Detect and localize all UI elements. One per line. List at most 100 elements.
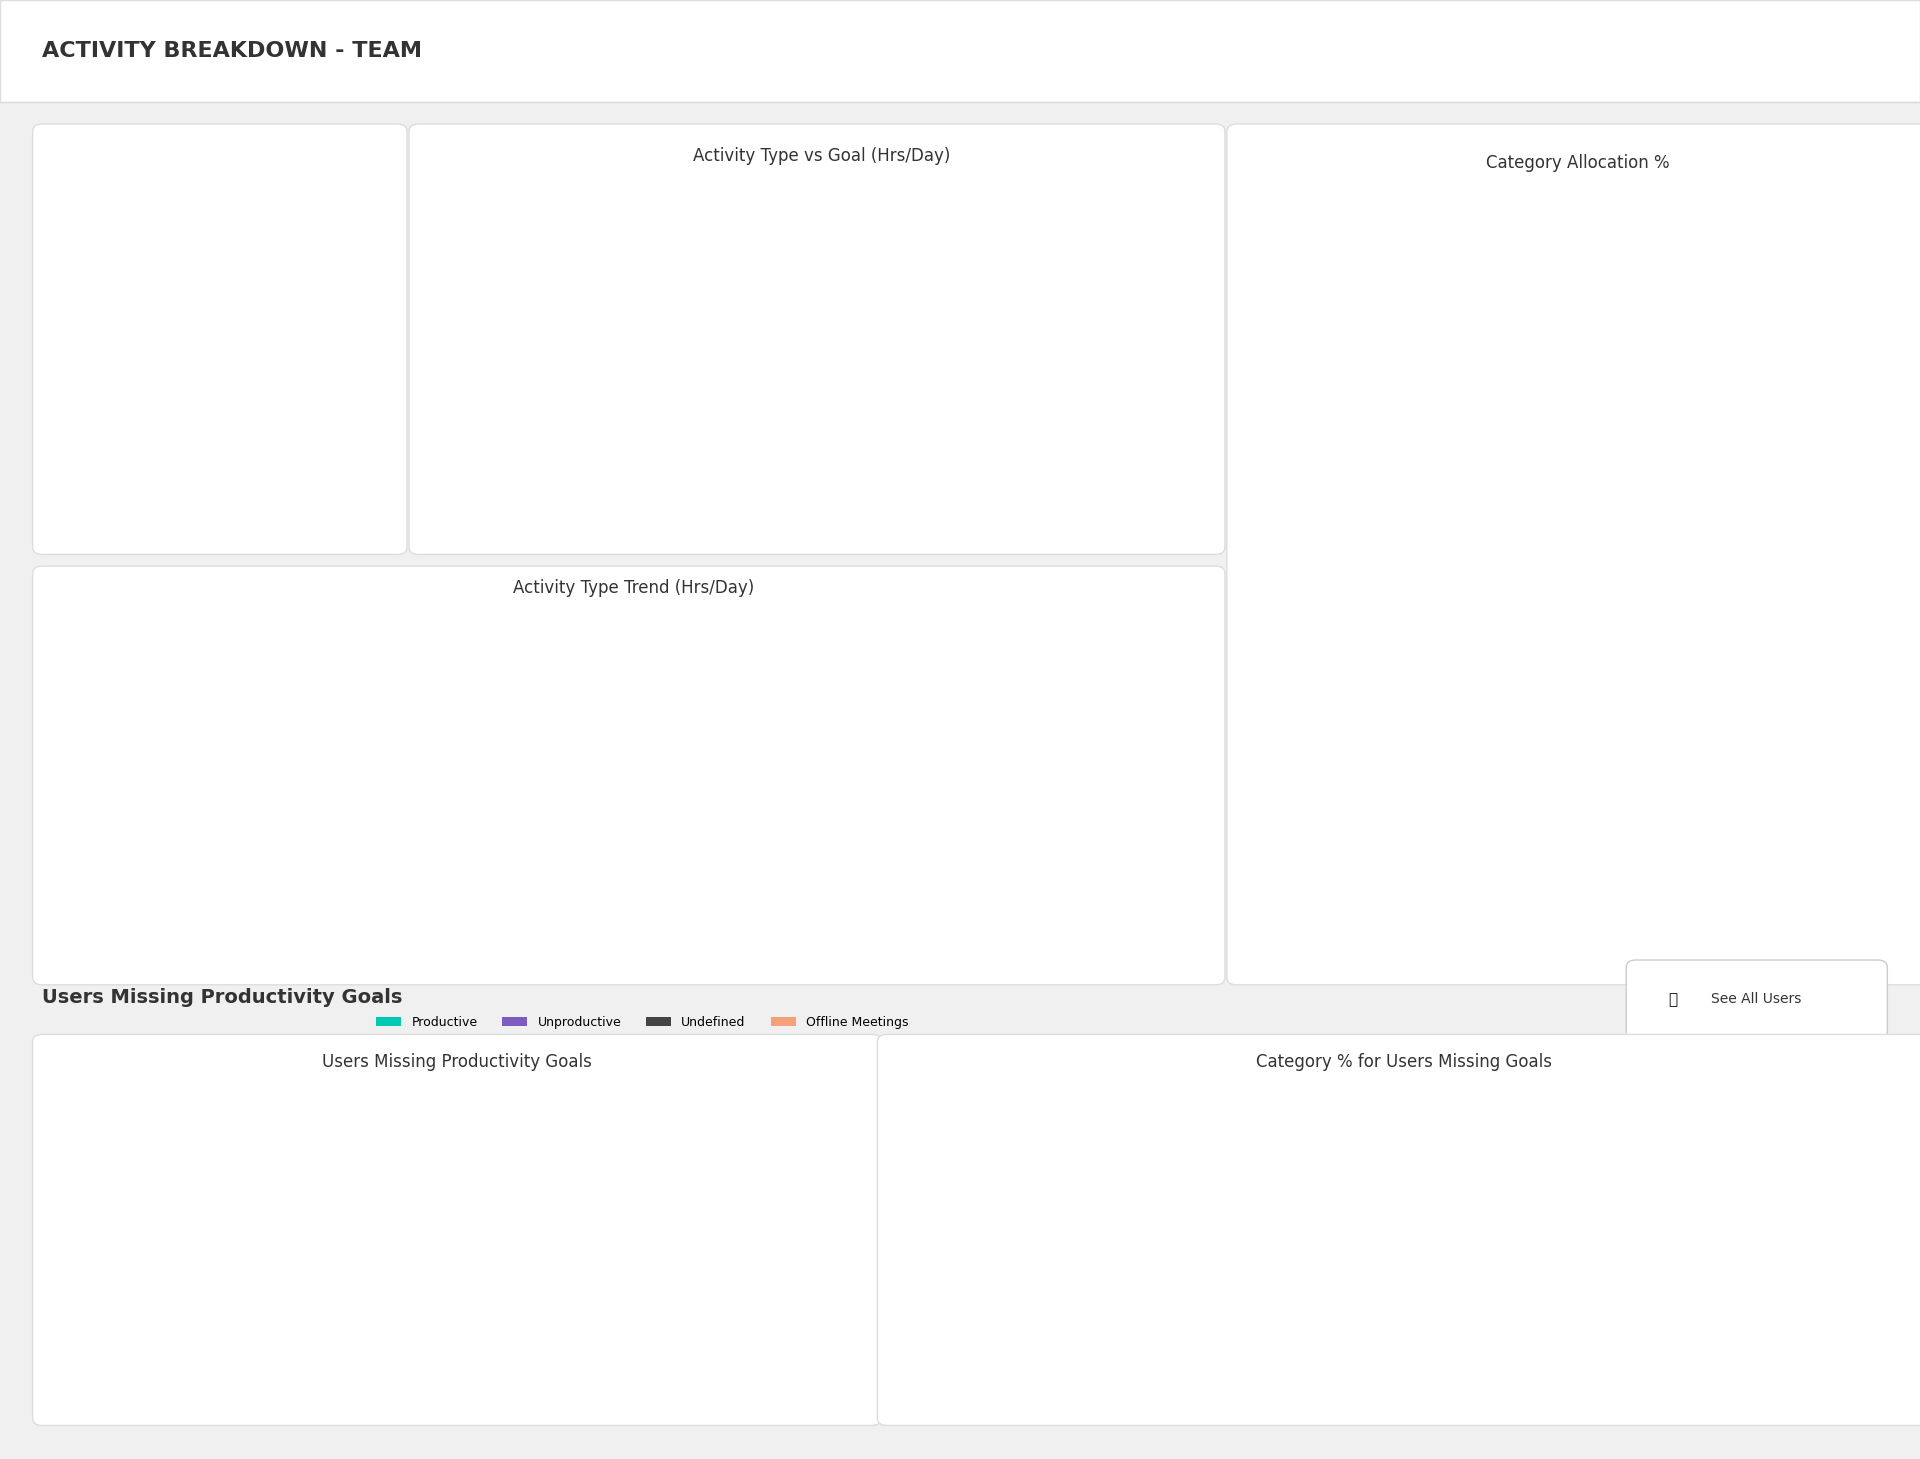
Text: Productive Hrs/Day: Productive Hrs/Day: [132, 372, 307, 390]
Text: 4.1%: 4.1%: [1515, 1118, 1544, 1126]
Text: 6.9: 6.9: [1062, 821, 1089, 836]
Text: 41.2%: 41.2%: [1179, 1231, 1215, 1242]
Text: 0.1: 0.1: [728, 1281, 751, 1296]
Bar: [1505, 1164, 1659, 1193]
Text: Category % for Users Missing Goals: Category % for Users Missing Goals: [1256, 1053, 1551, 1071]
Bar: [1018, 1107, 1309, 1137]
Bar: [1187, 1280, 1380, 1309]
Bar: [150, 709, 269, 724]
Text: 👥: 👥: [1668, 992, 1678, 1007]
Text: 7.5: 7.5: [1129, 337, 1164, 356]
Bar: [1018, 1280, 1031, 1309]
Text: 22.1%: 22.1%: [1265, 1288, 1302, 1299]
Text: -1.4: -1.4: [616, 1208, 647, 1223]
Text: 17.8%: 17.8%: [1091, 1288, 1127, 1299]
Bar: [367, 708, 486, 731]
Text: 0.5: 0.5: [632, 699, 653, 713]
Bar: [582, 734, 703, 926]
Bar: [799, 731, 918, 926]
Text: 57.9%: 57.9%: [1252, 1347, 1288, 1355]
Bar: [1565, 1280, 1647, 1309]
Text: Activity Type Trend (Hrs/Day): Activity Type Trend (Hrs/Day): [513, 579, 755, 597]
Circle shape: [1816, 9, 1901, 88]
Text: ▲: ▲: [142, 490, 156, 505]
Bar: [1380, 1280, 1565, 1309]
Wedge shape: [1373, 639, 1699, 811]
Bar: [1826, 1221, 1891, 1252]
Text: 0.1: 0.1: [1066, 709, 1087, 724]
Text: 0.5: 0.5: [184, 490, 211, 505]
Text: 5.2: 5.2: [445, 1281, 467, 1294]
Text: -1.0: -1.0: [616, 1281, 647, 1296]
Text: Meeting
Software -
10.6 %: Meeting Software - 10.6 %: [1283, 667, 1334, 700]
Bar: [1716, 1221, 1759, 1252]
Text: 19.4%: 19.4%: [1788, 1174, 1824, 1185]
Text: 9.9%: 9.9%: [1455, 1118, 1482, 1126]
Bar: [1018, 1221, 1377, 1252]
Bar: [1018, 1336, 1523, 1366]
Text: 6.2: 6.2: [520, 1281, 543, 1296]
Text: Productive
Hrs/Day vs. Goal: Productive Hrs/Day vs. Goal: [616, 1115, 705, 1137]
Bar: [1563, 1107, 1891, 1137]
Text: Chat & Messaging - 22.5%: Chat & Messaging - 22.5%: [1530, 786, 1668, 797]
Bar: [1523, 1336, 1649, 1366]
Bar: [1548, 1107, 1563, 1137]
Text: 4.7%: 4.7%: [1724, 1231, 1753, 1242]
Text: 4.6: 4.6: [422, 1208, 444, 1221]
Bar: [1695, 1336, 1741, 1366]
Bar: [1309, 1107, 1425, 1137]
Bar: [1741, 1336, 1882, 1366]
Text: 6.8: 6.8: [413, 823, 440, 837]
Text: -0.8: -0.8: [616, 1354, 647, 1369]
Wedge shape: [1645, 613, 1814, 782]
Text: 14.3%: 14.3%: [1569, 1347, 1603, 1355]
Text: 6.9: 6.9: [144, 214, 296, 298]
Text: 0.1: 0.1: [728, 1208, 751, 1223]
Bar: [1031, 1280, 1187, 1309]
Wedge shape: [1580, 298, 1812, 495]
FancyBboxPatch shape: [234, 1341, 434, 1382]
Text: 13.4%: 13.4%: [1350, 1118, 1384, 1126]
Text: Goal: Goal: [520, 1115, 545, 1125]
Bar: [582, 715, 703, 730]
Text: Offline Meetings
(Hrs/Day): Offline Meetings (Hrs/Day): [728, 1115, 814, 1137]
Bar: [1720, 1164, 1891, 1193]
Text: Tamika: Tamika: [73, 1354, 123, 1369]
Bar: [1649, 1336, 1695, 1366]
Bar: [1079, 268, 1117, 425]
Text: 17.5%: 17.5%: [1563, 1174, 1599, 1185]
Bar: [1250, 1164, 1505, 1193]
Text: 7.8%: 7.8%: [1778, 1231, 1807, 1242]
Text: 6.0: 6.0: [520, 1208, 543, 1223]
Wedge shape: [1323, 298, 1578, 708]
Text: Activity Type vs Goal (Hrs/Day): Activity Type vs Goal (Hrs/Day): [693, 147, 950, 165]
Text: 9.5%: 9.5%: [1592, 1288, 1620, 1299]
Text: 21.1%: 21.1%: [1453, 1288, 1490, 1299]
Bar: [1759, 1221, 1826, 1252]
Text: 5.4%: 5.4%: [1703, 1347, 1732, 1355]
Text: 0.8: 0.8: [415, 692, 436, 706]
Bar: [1425, 1107, 1513, 1137]
Text: 29.1%: 29.1%: [1359, 1174, 1396, 1185]
Text: 38.9%: 38.9%: [1530, 1231, 1565, 1242]
FancyBboxPatch shape: [234, 1195, 411, 1234]
Text: 26.7%: 26.7%: [1116, 1174, 1152, 1185]
Text: User: User: [73, 1115, 98, 1125]
Text: Other - 18.0 %: Other - 18.0 %: [1496, 305, 1571, 315]
Bar: [1016, 725, 1135, 728]
Bar: [461, 268, 1066, 425]
Text: 6.0: 6.0: [520, 1354, 543, 1369]
Text: 5.2: 5.2: [445, 1355, 467, 1369]
Text: See All Users: See All Users: [1711, 992, 1801, 1007]
Bar: [1647, 1280, 1889, 1309]
FancyBboxPatch shape: [234, 1268, 434, 1309]
Wedge shape: [1707, 445, 1832, 530]
Text: 5.5%: 5.5%: [1667, 1174, 1697, 1185]
Text: 7.4%: 7.4%: [1845, 1231, 1874, 1242]
Text: Category Allocation %: Category Allocation %: [1486, 155, 1670, 172]
Bar: [1073, 268, 1079, 425]
Text: 6.8: 6.8: [628, 823, 657, 837]
Text: Users Missing Productivity Goals: Users Missing Productivity Goals: [42, 988, 403, 1008]
Bar: [150, 728, 269, 926]
Text: 27.7%: 27.7%: [1751, 1288, 1788, 1299]
